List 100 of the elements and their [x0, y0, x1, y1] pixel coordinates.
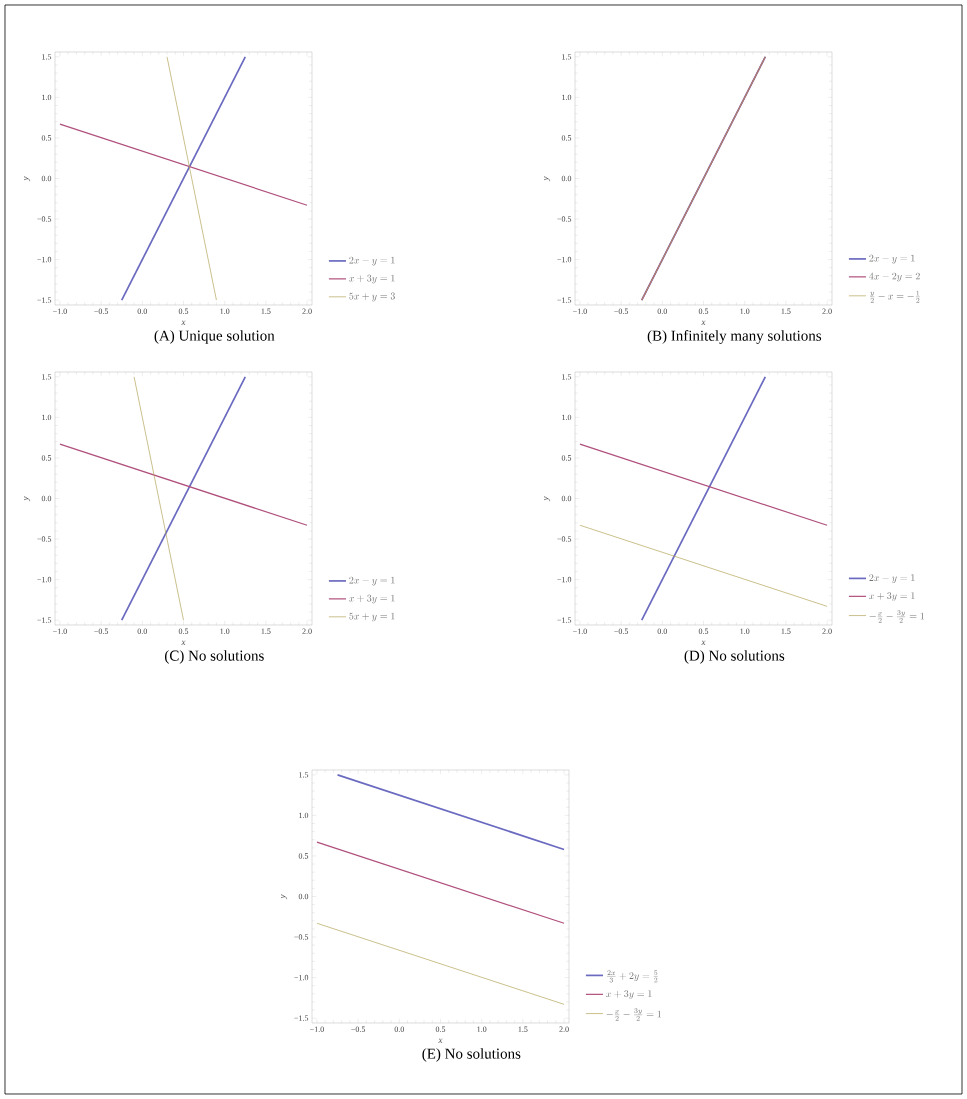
y-tick-label: −0.5 — [557, 216, 572, 222]
text: (C) No solutions — [165, 650, 264, 664]
text: (B) Infinitely many solutions — [647, 330, 822, 344]
x-tick-label: −1.0 — [573, 308, 587, 314]
y-tick-label: 0.5 — [41, 135, 52, 141]
x-tick-label: 2.0 — [822, 628, 832, 634]
legend-label: $x+3y=1$ — [869, 592, 915, 601]
x-tick-label: 1.0 — [740, 308, 750, 314]
y-tick-label: −1.5 — [37, 617, 52, 623]
y-tick-label: 1.5 — [42, 54, 52, 60]
y-tick-label: −0.5 — [37, 536, 52, 542]
y-tick-label: 1.0 — [42, 414, 52, 421]
y-tick-label: −0.5 — [37, 216, 52, 222]
x-tick-label: 0.5 — [435, 1026, 446, 1032]
y-tick-label: 0.0 — [298, 893, 309, 900]
y-tick-label: −1.5 — [294, 1015, 309, 1021]
x-tick-label: −1.0 — [53, 628, 67, 634]
legend-label: $\frac{2x}{3}+2y=\frac{5}{2}$ — [607, 970, 658, 983]
legend-label: $2x-y=1$ — [869, 574, 915, 583]
x-tick-label: −0.5 — [351, 1026, 366, 1032]
y-tick-label: −1.5 — [557, 297, 572, 303]
x-tick-label: 0.0 — [394, 1026, 405, 1032]
x-tick-label: 1.0 — [477, 1026, 487, 1032]
legend-label: $\frac{y}{2}-x=-\frac{1}{2}$ — [870, 290, 920, 303]
legend-label: $2x-y=1$ — [349, 256, 395, 266]
x-tick-label: 2.0 — [302, 308, 312, 314]
y-tick-label: −1.5 — [557, 617, 572, 623]
x-tick-label: 2.0 — [559, 1026, 569, 1032]
legend-label: $4x-2y=2$ — [869, 272, 920, 282]
x-tick-label: 0.0 — [137, 308, 148, 314]
legend-label: $5x+y=1$ — [349, 612, 395, 622]
y-tick-label: −0.5 — [294, 934, 309, 940]
x-tick-label: −1.0 — [573, 628, 587, 634]
x-tick-label: 0.0 — [137, 628, 148, 634]
text: (E) No solutions — [422, 1048, 521, 1062]
y-tick-label: −1.5 — [37, 297, 52, 303]
x-tick-label: 1.0 — [220, 308, 230, 314]
y-tick-label: 0.0 — [561, 495, 572, 502]
y-axis-title: y — [24, 496, 31, 502]
legend-label: $2x-y=1$ — [349, 576, 395, 586]
x-tick-label: 1.5 — [518, 1026, 528, 1032]
legend-label: $-\frac{x}{2}-\frac{3y}{2}=1$ — [606, 1008, 661, 1021]
x-tick-label: 1.5 — [781, 628, 791, 634]
y-tick-label: 1.5 — [562, 374, 572, 380]
legend-label: $x+3y=1$ — [349, 274, 395, 284]
x-tick-label: −0.5 — [614, 308, 629, 314]
y-tick-label: 1.0 — [562, 94, 572, 101]
y-tick-label: 0.5 — [41, 455, 52, 461]
legend-label: $x+3y=1$ — [606, 990, 652, 999]
x-tick-label: 0.0 — [657, 308, 668, 314]
x-tick-label: −0.5 — [94, 628, 109, 634]
y-tick-label: 1.5 — [299, 772, 309, 778]
y-tick-label: −1.0 — [294, 974, 309, 981]
y-tick-label: 0.5 — [298, 853, 309, 859]
y-tick-label: 1.5 — [42, 374, 52, 380]
x-tick-label: −1.0 — [53, 308, 67, 314]
x-axis-title: x — [701, 640, 706, 645]
y-tick-label: 0.5 — [561, 455, 572, 461]
x-tick-label: 1.5 — [781, 308, 791, 314]
legend-label: $5x+y=3$ — [349, 292, 395, 302]
legend-label: $x+3y=1$ — [349, 594, 395, 604]
x-tick-label: 0.5 — [178, 628, 189, 634]
y-tick-label: −1.0 — [37, 576, 52, 583]
y-tick-label: −0.5 — [557, 536, 572, 542]
x-tick-label: 0.5 — [698, 628, 709, 634]
x-axis-title: x — [701, 320, 706, 325]
x-tick-label: 1.0 — [220, 628, 230, 634]
x-tick-label: 2.0 — [302, 628, 312, 634]
y-tick-label: 1.0 — [562, 414, 572, 421]
y-tick-label: 1.0 — [299, 812, 309, 819]
y-axis-title: y — [544, 176, 551, 182]
x-tick-label: 1.0 — [740, 628, 750, 634]
x-tick-label: 1.5 — [261, 628, 271, 634]
y-tick-label: −1.0 — [557, 256, 572, 263]
y-tick-label: 1.0 — [42, 94, 52, 101]
y-tick-label: 1.5 — [562, 54, 572, 60]
x-tick-label: −0.5 — [614, 628, 629, 634]
y-tick-label: 0.0 — [41, 175, 52, 182]
x-tick-label: 2.0 — [822, 308, 832, 314]
y-axis-title: y — [281, 894, 288, 900]
y-axis-title: y — [24, 176, 31, 182]
x-tick-label: 0.5 — [698, 308, 709, 314]
x-axis-title: x — [438, 1038, 443, 1043]
x-tick-label: −0.5 — [94, 308, 109, 314]
y-tick-label: 0.0 — [561, 175, 572, 182]
y-tick-label: 0.5 — [561, 135, 572, 141]
legend-label: $-\frac{x}{2}-\frac{3y}{2}=1$ — [869, 610, 924, 623]
text: (D) No solutions — [684, 650, 785, 664]
x-tick-label: −1.0 — [310, 1026, 324, 1032]
legend-label: $2x-y=1$ — [869, 254, 915, 264]
y-tick-label: −1.0 — [557, 576, 572, 583]
x-axis-title: x — [181, 320, 186, 325]
text: (A) Unique solution — [154, 330, 275, 344]
x-tick-label: 0.5 — [178, 308, 189, 314]
x-tick-label: 1.5 — [261, 308, 271, 314]
y-axis-title: y — [544, 496, 551, 502]
x-tick-label: 0.0 — [657, 628, 668, 634]
y-tick-label: 0.0 — [41, 495, 52, 502]
x-axis-title: x — [181, 640, 186, 645]
y-tick-label: −1.0 — [37, 256, 52, 263]
